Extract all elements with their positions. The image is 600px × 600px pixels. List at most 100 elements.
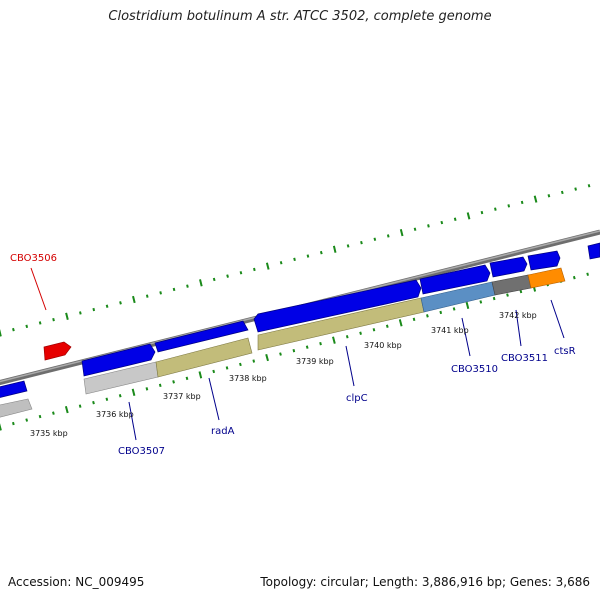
upper-tick (132, 295, 136, 304)
lower-tick (78, 404, 82, 408)
gene-ctsr[interactable] (527, 250, 561, 271)
label-clpc[interactable]: clpC (346, 393, 368, 404)
gene-next[interactable] (587, 242, 600, 260)
upper-tick (360, 240, 363, 245)
upper-tick (306, 254, 310, 258)
upper-tick (587, 184, 591, 188)
upper-tick (79, 311, 82, 315)
lower-tick (145, 387, 149, 391)
upper-tick (159, 291, 162, 295)
gene-cbo3506[interactable] (43, 341, 72, 361)
upper-tick (480, 210, 484, 215)
lower-tick (38, 414, 42, 419)
upper-tick (319, 250, 323, 255)
label-cbo3511[interactable]: CBO3511 (501, 353, 548, 364)
lower-tick (292, 348, 296, 353)
lower-tick (372, 328, 376, 332)
lower-tick (105, 397, 109, 401)
gene-rada[interactable] (154, 320, 249, 353)
lower-tick (225, 366, 229, 370)
gene-cbo3504[interactable] (0, 380, 28, 398)
footer-topology: Topology: circular; Length: 3,886,916 bp… (260, 575, 590, 589)
scale-label-3737: 3737 kbp (163, 392, 201, 401)
lower-tick (492, 296, 496, 301)
lower-tick (586, 272, 589, 276)
lower-tick (332, 336, 336, 344)
lower-tick (0, 423, 2, 431)
lower-tick (479, 300, 483, 304)
upper-tick (212, 277, 216, 282)
lower-tick (265, 353, 269, 362)
label-leaders (30, 267, 565, 441)
upper-tick (52, 317, 55, 322)
upper-tick (186, 284, 189, 288)
scale-label-3740: 3740 kbp (364, 341, 402, 350)
lower-tick (64, 405, 69, 414)
upper-tick (386, 234, 390, 238)
upper-tick (413, 227, 417, 231)
upper-tick (92, 307, 96, 312)
upper-tick (65, 312, 69, 320)
gene-cbo3511[interactable] (489, 256, 528, 278)
upper-tick (199, 279, 203, 287)
annotation-track (0, 267, 566, 418)
gene-labels: CBO3506 CBO3507 radA clpC CBO3510 CBO351… (10, 253, 576, 457)
lower-tick (131, 388, 136, 396)
upper-tick (0, 329, 2, 337)
upper-tick (466, 212, 471, 220)
lower-tick (359, 331, 362, 335)
upper-tick (332, 245, 337, 253)
leader-cbo3511 (515, 309, 522, 347)
scale-label-3742: 3742 kbp (499, 311, 537, 320)
lower-tick (239, 362, 242, 367)
lower-tick (252, 359, 256, 363)
lower-tick-track (0, 272, 589, 431)
upper-tick (239, 271, 243, 275)
lower-tick (412, 317, 416, 322)
footer-accession: Accession: NC_009495 (8, 575, 145, 589)
lower-tick (212, 369, 216, 374)
lower-tick (25, 418, 29, 422)
upper-tick (427, 224, 430, 228)
upper-tick-track (0, 184, 591, 337)
label-cbo3506[interactable]: CBO3506 (10, 253, 57, 264)
label-rada[interactable]: radA (211, 426, 235, 437)
upper-tick (38, 321, 42, 325)
lower-tick (319, 341, 322, 346)
lower-tick (185, 376, 189, 381)
upper-tick (265, 262, 270, 270)
lower-tick (118, 394, 122, 398)
lower-tick (398, 319, 403, 327)
label-cbo3507[interactable]: CBO3507 (118, 446, 165, 457)
upper-tick (119, 301, 122, 305)
gene-cbo3507[interactable] (81, 343, 156, 377)
forward-gene-track (0, 242, 600, 398)
upper-tick (12, 327, 15, 332)
gene-cbo3510[interactable] (419, 264, 491, 295)
gene-clpc[interactable] (253, 279, 422, 333)
label-ctsr[interactable]: ctsR (554, 346, 576, 357)
upper-tick (453, 217, 457, 221)
upper-tick (253, 267, 256, 272)
upper-tick (520, 200, 524, 205)
upper-tick (399, 228, 404, 237)
label-cbo3510[interactable]: CBO3510 (451, 364, 498, 375)
page-title: Clostridium botulinum A str. ATCC 3502, … (108, 9, 492, 24)
upper-tick (105, 304, 109, 308)
lower-tick (439, 310, 443, 315)
lower-tick (198, 371, 203, 379)
scale-label-3739: 3739 kbp (296, 357, 334, 366)
scale-label-3735: 3735 kbp (30, 429, 68, 438)
scale-label-3741: 3741 kbp (431, 326, 469, 335)
cog-bar-cbo3511 (491, 274, 532, 296)
upper-tick (346, 244, 350, 248)
leader-cbo3506 (30, 267, 47, 311)
upper-tick (145, 294, 149, 298)
upper-tick (533, 195, 538, 203)
lower-tick (345, 335, 349, 339)
lower-tick (92, 400, 95, 405)
scale-label-3736: 3736 kbp (96, 410, 134, 419)
upper-tick (560, 190, 564, 195)
upper-tick (226, 274, 229, 278)
